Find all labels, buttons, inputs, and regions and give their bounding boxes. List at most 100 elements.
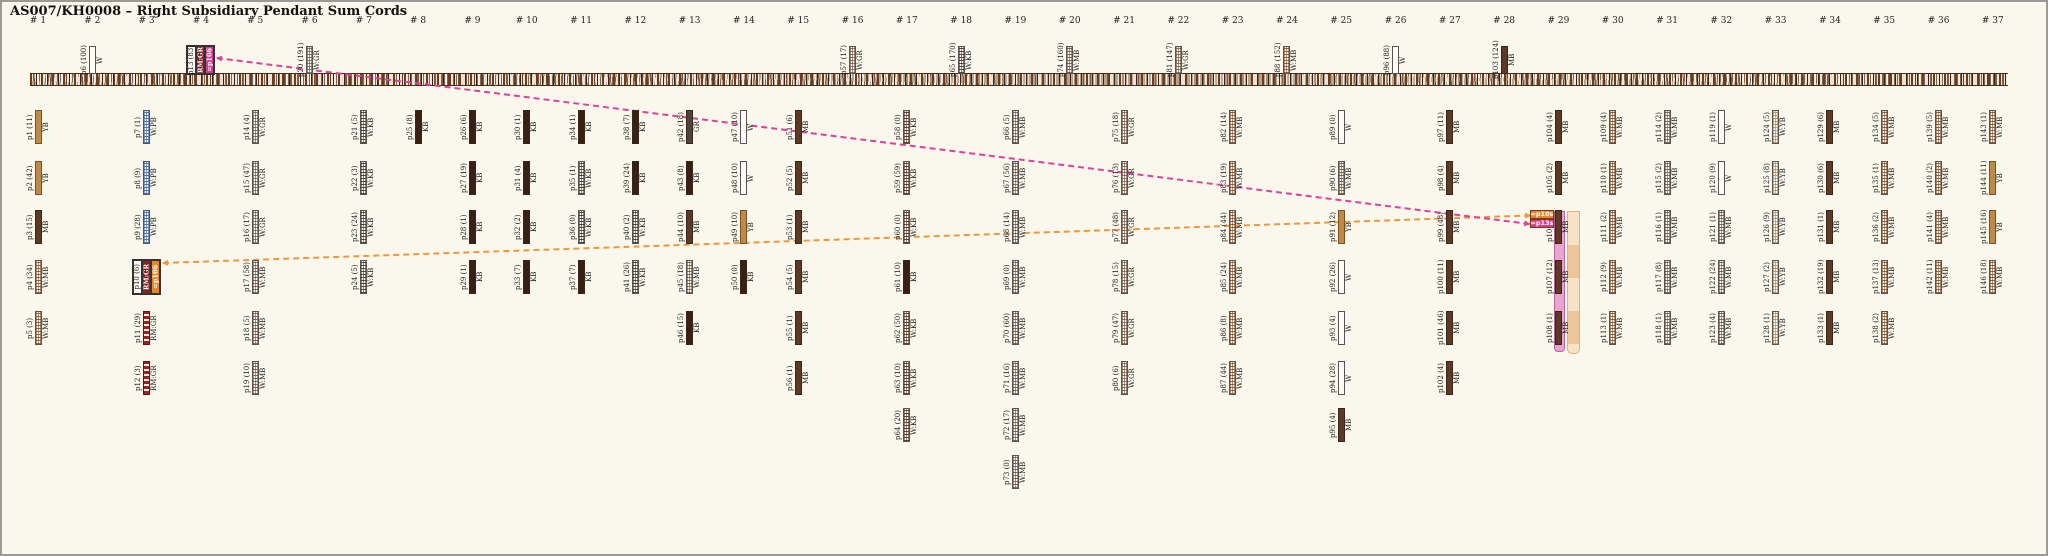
cord-label: p79 (47) [1111,313,1120,343]
cord-glyph-p50: p50 (0) KB [731,260,756,294]
cord-label: p112 (9) [1600,262,1609,292]
cord-color-code: W:MB [1942,116,1950,138]
cord-color-code: W:KB [367,117,376,137]
cord-label: p77 (48) [1111,212,1120,242]
cord-glyph-p139: p139 (5) W:MB [1926,110,1951,144]
cord-bar [468,210,476,244]
cord-color-code: MB [1561,220,1570,234]
cord-bar [1663,210,1671,244]
cord-label: p121 (1) [1708,212,1717,242]
cord-label: p54 (5) [785,264,794,290]
cord-glyph-p48: p48 (10) W [731,161,756,195]
cord-label: p4 (34) [25,264,34,290]
cord-color-code: W:YB [1779,117,1788,137]
pendant-index-25: # 25 [1330,16,1353,26]
cord-bar [1772,260,1780,294]
cord-glyph-p137: p137 (13) W:MB [1872,260,1897,294]
cord-bar [1120,210,1128,244]
cord-glyph-p129: p129 (6) MB [1817,110,1842,144]
cord-bar [686,210,694,244]
cord-color-code: MB [1453,321,1462,335]
cord-label: p132 (19) [1817,259,1826,295]
cord-color-code: W:MB [1887,216,1896,238]
cord-bar [1337,260,1345,294]
primary-cord [30,73,2008,86]
cord-color-code: KB [475,172,484,184]
cord-color-code: W:MB [1670,116,1679,138]
cord-bar [1609,260,1617,294]
cord-label: p75 (18) [1111,112,1120,142]
cord-glyph-p110: p110 (1) W:MB [1600,161,1625,195]
cord-bar [1772,161,1780,195]
cord-glyph-p16: p16 (17) W:GR [243,210,268,244]
cord-color-code: W:MB [1996,116,2005,138]
cord-color-code: W:PB [150,168,159,188]
cord-label: p42 (18) [677,112,686,142]
cord-color-code: MB [1561,120,1570,134]
cord-glyph-p132: p132 (19) MB [1817,260,1842,294]
cord-label: p73 (0) [1002,459,1011,485]
sum-tag: =p106 [151,265,160,289]
cord-color-code: MB [1833,220,1842,234]
cord-color-code: W [1399,56,1407,64]
cord-glyph-p51: p51 (6) MB [786,110,811,144]
cord-color-code: W:GR [1127,267,1136,287]
cord-glyph-p17: p17 (58) W:MB [243,260,268,294]
cord-label: p45 (18) [677,262,686,292]
cord-bar [686,110,694,144]
cord-bar [468,161,476,195]
cord-label: p130 (6) [1817,163,1826,193]
cord-color-code: RM:GR [142,264,151,290]
cord-glyph-p76: p76 (13) W:GR [1112,161,1137,195]
cord-label: p135 (1) [1871,163,1880,193]
cord-glyph-p96: p96 (88) W [1383,45,1408,75]
cord-color-code: W:GR [856,50,864,70]
cord-bar [1446,311,1454,345]
pendant-index-26: # 26 [1384,16,1407,26]
cord-label: p23 (24) [351,212,360,242]
cord-bar [1717,161,1725,195]
cord-label: p55 (1) [785,315,794,341]
cord-bar [903,110,911,144]
cord-label: p56 (1) [785,365,794,391]
cord-bar [306,46,313,74]
cord-color-code: KB [693,322,702,334]
cord-color-code: KB [584,271,593,283]
cord-color-code: W:MB [258,266,267,288]
cord-color-code: W:GR [1127,117,1136,137]
cord-label: p143 (1) [1980,112,1989,142]
cord-bar [1717,210,1725,244]
cord-color-code: W:MB [1616,116,1625,138]
cord-label: p32 (2) [514,214,523,240]
cord-glyph-p99: p99 (48) MB [1437,210,1462,244]
cord-label: p39 (24) [622,163,631,193]
cord-label: p126 (9) [1763,212,1772,242]
cord-label: p100 (11) [1437,259,1446,295]
cord-label: p19 (10) [242,363,251,393]
cord-bar [1880,161,1888,195]
cord-bar [1446,210,1454,244]
cord-glyph-p8: p8 (9) W:PB [134,161,159,195]
cord-glyph-p98: p98 (4) MB [1437,161,1462,195]
pendant-index-12: # 12 [624,16,647,26]
cord-glyph-p4: p4 (34) W:MB [26,260,51,294]
cord-color-code: MB [1833,321,1842,335]
cord-color-code: W:MB [1018,317,1027,339]
cord-label: p66 (5) [1002,114,1011,140]
cord-label: p119 (1) [1708,112,1717,142]
cord-bar [740,161,748,195]
pendant-index-27: # 27 [1438,16,1461,26]
cord-bar [577,161,585,195]
pendant-index-29: # 29 [1547,16,1570,26]
cord-label: p2 (42) [25,165,34,191]
cord-bar [1011,260,1019,294]
cord-glyph-p27: p27 (19) KB [460,161,485,195]
cord-glyph-p85: p85 (24) W:MB [1220,260,1245,294]
cord-color-code: W:PB [150,217,159,237]
cord-color-code: W:GR [1127,168,1136,188]
cord-color-code: MB [801,270,810,284]
cord-label: p21 (5) [351,114,360,140]
cord-glyph-p104: p104 (4) MB [1546,110,1571,144]
pendant-index-4: # 4 [192,16,209,26]
cord-glyph-p46: p46 (15) KB [677,311,702,345]
